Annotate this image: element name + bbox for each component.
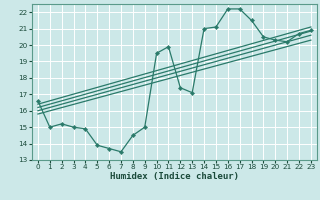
X-axis label: Humidex (Indice chaleur): Humidex (Indice chaleur) bbox=[110, 172, 239, 181]
